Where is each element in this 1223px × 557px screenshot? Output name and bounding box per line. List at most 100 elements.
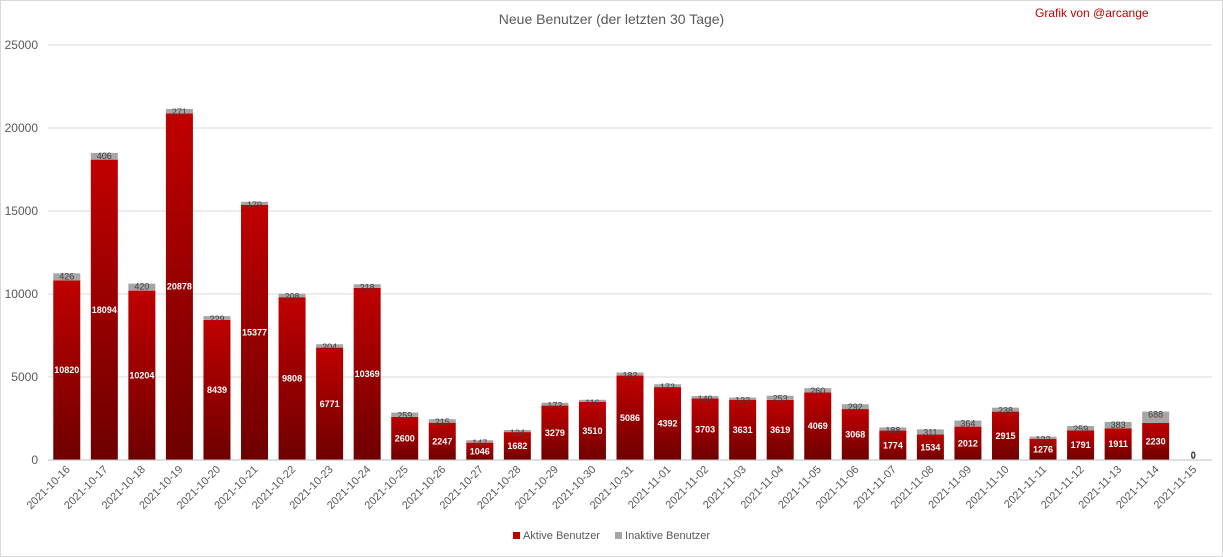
data-label-active: 2247 bbox=[432, 436, 452, 446]
data-label-inactive: 215 bbox=[435, 417, 450, 427]
data-label-active: 2915 bbox=[995, 431, 1015, 441]
bar-active bbox=[729, 399, 757, 460]
data-label-active: 1534 bbox=[920, 442, 940, 452]
data-label-active: 3703 bbox=[695, 424, 715, 434]
bar-active bbox=[616, 375, 644, 460]
bar-active bbox=[1067, 430, 1095, 460]
y-tick-label: 15000 bbox=[5, 204, 39, 218]
bar-active bbox=[578, 401, 606, 460]
data-label-inactive: 229 bbox=[209, 314, 224, 324]
legend-label-active: Aktive Benutzer bbox=[522, 530, 600, 542]
data-label-active: 10820 bbox=[54, 365, 79, 375]
bar-active bbox=[353, 287, 381, 460]
bar-inactive bbox=[90, 152, 118, 160]
data-label-inactive: 173 bbox=[547, 401, 562, 411]
bar-inactive bbox=[278, 293, 306, 298]
data-label-active: 10369 bbox=[355, 369, 380, 379]
data-label-inactive: 204 bbox=[322, 342, 337, 352]
bar-inactive bbox=[729, 397, 757, 400]
bar-inactive bbox=[1142, 411, 1170, 423]
bar-active bbox=[841, 409, 869, 460]
bar-active bbox=[278, 297, 306, 460]
data-label-inactive: 208 bbox=[285, 292, 300, 302]
bar-inactive bbox=[954, 420, 982, 427]
bar-inactive bbox=[691, 396, 719, 399]
bar-inactive bbox=[841, 404, 869, 410]
bar-inactive bbox=[428, 419, 456, 423]
data-label-inactive: 253 bbox=[773, 394, 788, 404]
y-tick-label: 20000 bbox=[5, 121, 39, 135]
data-label-inactive: 188 bbox=[885, 425, 900, 435]
data-label-active: 3068 bbox=[845, 430, 865, 440]
y-tick-label: 10000 bbox=[5, 287, 39, 301]
bar-active bbox=[1142, 422, 1170, 460]
data-label-active: 8439 bbox=[207, 385, 227, 395]
bar-active bbox=[654, 387, 682, 460]
data-label-active: 4069 bbox=[808, 421, 828, 431]
data-label-active: 4392 bbox=[658, 419, 678, 429]
data-label-inactive: 259 bbox=[397, 411, 412, 421]
bar-active bbox=[541, 405, 569, 460]
data-label-inactive: 420 bbox=[134, 282, 149, 292]
data-label-active: 18094 bbox=[92, 305, 117, 315]
data-label-inactive: 260 bbox=[810, 386, 825, 396]
data-label-inactive: 116 bbox=[585, 398, 599, 408]
data-label-inactive: 172 bbox=[660, 382, 675, 392]
bar-active bbox=[128, 290, 156, 460]
bar-inactive bbox=[541, 402, 569, 406]
data-label-active: 1682 bbox=[507, 441, 527, 451]
bar-active bbox=[466, 442, 494, 460]
data-label-inactive: 426 bbox=[59, 271, 74, 281]
data-label-active: 0 bbox=[1191, 450, 1196, 460]
bar-inactive bbox=[316, 344, 344, 348]
bar-inactive bbox=[616, 372, 644, 376]
bar-inactive bbox=[991, 407, 1019, 412]
bar-inactive bbox=[804, 388, 832, 393]
y-tick-label: 25000 bbox=[5, 38, 39, 52]
data-label-inactive: 0 bbox=[1191, 451, 1196, 461]
data-label-inactive: 383 bbox=[1111, 420, 1126, 430]
bar-active bbox=[503, 432, 531, 460]
bar-inactive bbox=[1067, 425, 1095, 431]
data-label-active: 1276 bbox=[1033, 444, 1053, 454]
data-label-active: 6771 bbox=[320, 399, 340, 409]
data-label-inactive: 406 bbox=[97, 151, 112, 161]
bar-active bbox=[53, 280, 81, 460]
data-label-inactive: 688 bbox=[1148, 410, 1163, 420]
bar-inactive bbox=[466, 440, 494, 443]
bar-inactive bbox=[128, 283, 156, 291]
bar-active bbox=[316, 347, 344, 460]
data-label-inactive: 292 bbox=[848, 402, 863, 412]
bar-inactive bbox=[578, 399, 606, 402]
bar-inactive bbox=[203, 316, 231, 320]
data-label-inactive: 132 bbox=[1036, 435, 1051, 445]
bar-active bbox=[879, 430, 907, 460]
data-label-active: 1046 bbox=[470, 446, 490, 456]
bar-inactive bbox=[353, 284, 381, 288]
bar-inactive bbox=[241, 201, 269, 205]
y-tick-label: 0 bbox=[31, 453, 38, 467]
data-label-inactive: 311 bbox=[923, 427, 937, 437]
bar-active bbox=[991, 411, 1019, 460]
bar-inactive bbox=[766, 395, 794, 400]
bar-active bbox=[1029, 438, 1057, 460]
data-label-active: 1774 bbox=[883, 440, 903, 450]
data-label-active: 2600 bbox=[395, 433, 415, 443]
data-label-inactive: 259 bbox=[1073, 424, 1088, 434]
data-label-active: 1911 bbox=[1108, 439, 1128, 449]
y-tick-label: 5000 bbox=[11, 370, 38, 384]
data-label-inactive: 147 bbox=[472, 438, 487, 448]
data-label-active: 5086 bbox=[620, 413, 640, 423]
data-label-active: 3510 bbox=[582, 426, 602, 436]
data-label-inactive: 271 bbox=[172, 107, 187, 117]
data-label-inactive: 149 bbox=[698, 394, 713, 404]
bar-active bbox=[766, 399, 794, 460]
data-label-inactive: 183 bbox=[622, 371, 637, 381]
legend-swatch-active bbox=[512, 532, 520, 539]
legend-swatch-inactive bbox=[615, 532, 623, 539]
data-label-inactive: 133 bbox=[735, 396, 750, 406]
bar-inactive bbox=[503, 430, 531, 433]
bar-active bbox=[203, 319, 231, 460]
credit-label: Grafik von @arcange bbox=[1035, 6, 1149, 20]
